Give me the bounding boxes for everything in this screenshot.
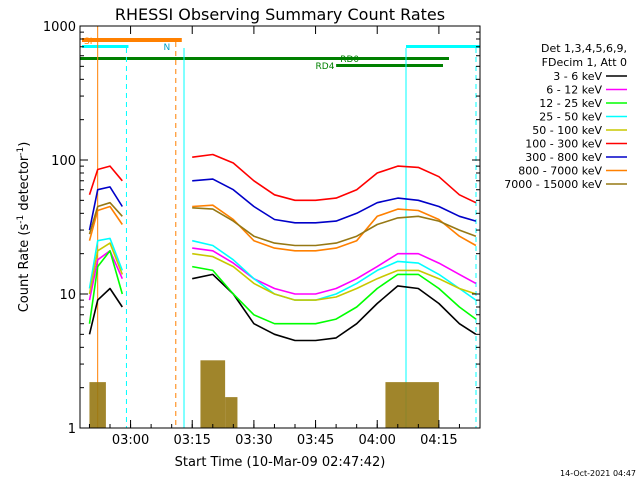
flag-bar-si [82, 38, 182, 42]
timestamp: 14-Oct-2021 04:47 [560, 469, 636, 478]
state-block-1 [200, 360, 226, 428]
flag-bar-rd4 [336, 64, 444, 67]
flag-label-rd0: RD0 [340, 55, 359, 65]
x-tick-label: 03:45 [297, 433, 334, 448]
y-axis: 1 10 100 1000 [43, 20, 480, 437]
series-line-1 [88, 247, 477, 301]
y-tick-label: 1 [68, 422, 76, 437]
x-tick-label: 03:00 [112, 433, 149, 448]
series-line-8 [88, 201, 477, 247]
y-label-suffix: ) [17, 142, 32, 147]
y-label-sup-2: -1 [16, 147, 26, 156]
y-tick-label: 10 [59, 288, 76, 303]
legend: Det 1,3,4,5,6,9, FDecim 1, Att 0 3 - 6 k… [504, 42, 627, 191]
flag-bar-gap [446, 57, 480, 60]
y-tick-label: 1000 [43, 20, 76, 35]
flag-label-rd4: RD4 [316, 62, 335, 72]
chart-title: RHESSI Observing Summary Count Rates [115, 5, 445, 24]
state-block-3 [385, 382, 439, 428]
flag-label-si: SI [84, 37, 92, 47]
plot-area: SI N RD0 RD4 [80, 26, 480, 428]
flag-bar-rd0 [80, 57, 480, 60]
plot-frame [79, 25, 481, 429]
state-block-2 [225, 397, 238, 428]
series-line-5 [88, 153, 477, 204]
series-line-3 [88, 237, 477, 301]
legend-label-0: 3 - 6 keV [553, 70, 602, 83]
y-tick-label: 100 [51, 154, 76, 169]
y-label-sup-1: -1 [16, 215, 26, 224]
series-line-2 [88, 250, 477, 325]
series-line-6 [88, 178, 477, 231]
x-axis-label: Start Time (10-Mar-09 02:47:42) [175, 455, 386, 470]
x-tick-label: 03:30 [235, 433, 272, 448]
y-axis-label: Count Rate (s-1 detector-1) [16, 142, 32, 313]
legend-label-7: 800 - 7000 keV [518, 165, 602, 178]
y-label-prefix: Count Rate (s [17, 224, 32, 313]
series-line-4 [88, 242, 477, 301]
flag-bar-n-2 [406, 45, 480, 48]
x-tick-label: 04:00 [358, 433, 395, 448]
legend-label-5: 100 - 300 keV [525, 138, 602, 151]
legend-header-line-2: FDecim 1, Att 0 [542, 56, 627, 69]
legend-header-line-1: Det 1,3,4,5,6,9, [541, 42, 627, 55]
legend-label-4: 50 - 100 keV [532, 124, 602, 137]
y-label-mid: detector [17, 155, 32, 215]
x-tick-label: 04:15 [420, 433, 457, 448]
legend-label-1: 6 - 12 keV [546, 84, 602, 97]
x-axis: 03:00 03:15 03:30 03:45 04:00 04:15 [88, 26, 481, 448]
legend-label-8: 7000 - 15000 keV [504, 178, 602, 191]
flag-label-n: N [163, 43, 170, 53]
x-tick-label: 03:15 [173, 433, 210, 448]
legend-label-3: 25 - 50 keV [539, 111, 602, 124]
series-line-0 [88, 273, 477, 342]
state-block-0 [89, 382, 106, 428]
legend-label-2: 12 - 25 keV [539, 97, 602, 110]
flag-bar-rd0-tail [446, 57, 449, 60]
flag-bar-n-1 [82, 45, 129, 48]
legend-label-6: 300 - 800 keV [525, 151, 602, 164]
